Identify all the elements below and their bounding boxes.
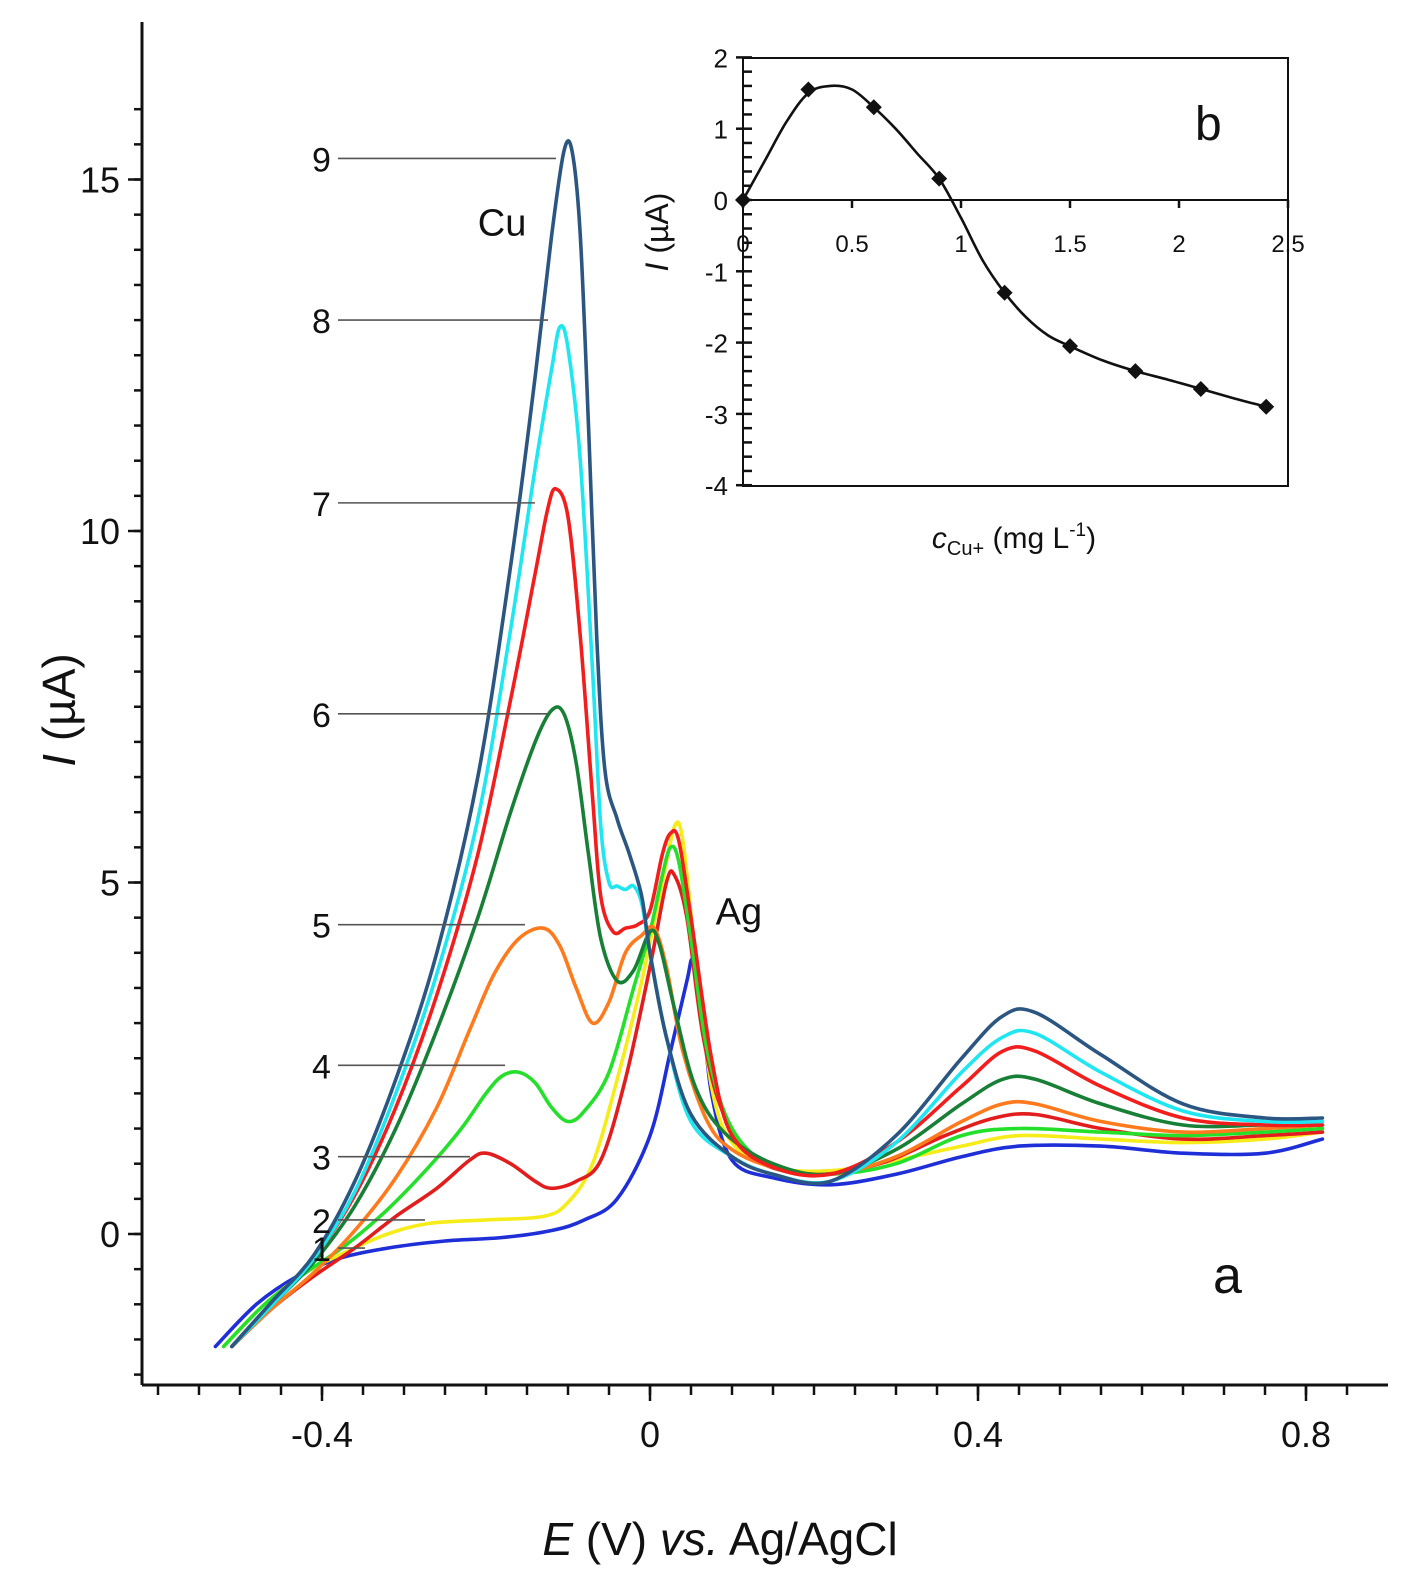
panel-b-data-point [800,81,817,98]
panel-b-label: b [1195,98,1222,151]
panel-a-x-tick-label: -0.4 [291,1414,353,1455]
curve-number-label: 1 [312,1231,331,1269]
panel-b-y-tick-label: -1 [705,257,728,287]
panel-b-y-tick-label: -4 [705,471,728,501]
curve-3 [230,869,1325,1349]
panel-b-fit-curve [741,84,1267,409]
panel-b-y-tick-label: 0 [714,186,728,216]
panel-b-x-tick-label: 1.5 [1053,231,1086,258]
panel-a-x-axis-label: E (V) vs. Ag/AgCl [542,1513,897,1565]
panel-b-data-point [1062,338,1078,355]
panel-a-x-tick-label: 0.8 [1281,1414,1331,1455]
panel-b-data-point [931,170,948,187]
curve-number-label: 4 [312,1048,331,1086]
panel-b-x-axis-label: cCu+ (mg L-1) [932,520,1096,560]
curve-1 [213,957,1325,1349]
panel-b-inset-chart: 2 1 0 -1 -2 -3 -4 0 0.5 1 1.5 2 2.5 b I (µA) cCu+ (m… [639,43,1305,560]
panel-a-y-tick-label: 15 [80,160,120,201]
panel-a-y-tick-label: 5 [100,863,120,904]
curve-number-label: 2 [312,1203,331,1241]
curve-number-label: 6 [312,697,331,735]
panel-b-x-tick-label: 1 [954,231,967,258]
panel-b-frame [742,57,1289,487]
panel-b-y-tick-label: 2 [714,43,728,73]
panel-b-data-point [735,192,751,208]
panel-a-y-tick-label: 10 [80,511,120,552]
panel-b-y-tick-label: 1 [714,115,728,145]
curve-6 [230,705,1325,1349]
panel-b-data-point [996,284,1013,301]
panel-b-data-point [1192,380,1209,397]
curve-number-label: 8 [312,303,331,341]
panel-b-y-tick-label: -3 [705,400,728,430]
curve-number-label: 3 [312,1140,331,1178]
curve-number-label: 7 [312,486,331,524]
curve-8 [230,323,1325,1349]
curve-2 [221,820,1325,1349]
panel-b-x-tick-label: 0 [736,231,749,258]
panel-a-label: a [1213,1247,1242,1305]
curve-number-label: 5 [312,908,331,946]
panel-b-data-point [1127,363,1144,380]
panel-b-y-tick-label: -2 [705,329,728,359]
panel-b-x-tick-label: 0.5 [835,231,868,258]
panel-a-y-axis-label: I (µA) [33,653,85,766]
panel-a-y-tick-label: 0 [100,1214,120,1255]
panel-a-x-tick-label: 0 [640,1414,660,1455]
curve-5 [230,924,1325,1349]
panel-b-data-point [865,99,882,116]
panel-a-curves [213,139,1325,1349]
panel-a-x-tick-label: 0.4 [953,1414,1003,1455]
ag-peak-annotation: Ag [716,892,762,934]
panel-b-x-tick-label: 2 [1172,231,1185,258]
curve-number-label: 9 [312,141,331,179]
panel-b-x-tick-label: 2.5 [1271,231,1304,258]
cu-peak-annotation: Cu [478,203,527,245]
panel-b-y-axis-label: I (µA) [639,193,675,272]
panel-b-data-point [1258,398,1275,415]
panel-b-data-points [735,81,1275,415]
panel-a-curve-label-leaders: 12 3 4 5 6 7 8 9 [312,141,556,1269]
curve-9 [230,139,1325,1349]
curve-7 [230,486,1325,1349]
